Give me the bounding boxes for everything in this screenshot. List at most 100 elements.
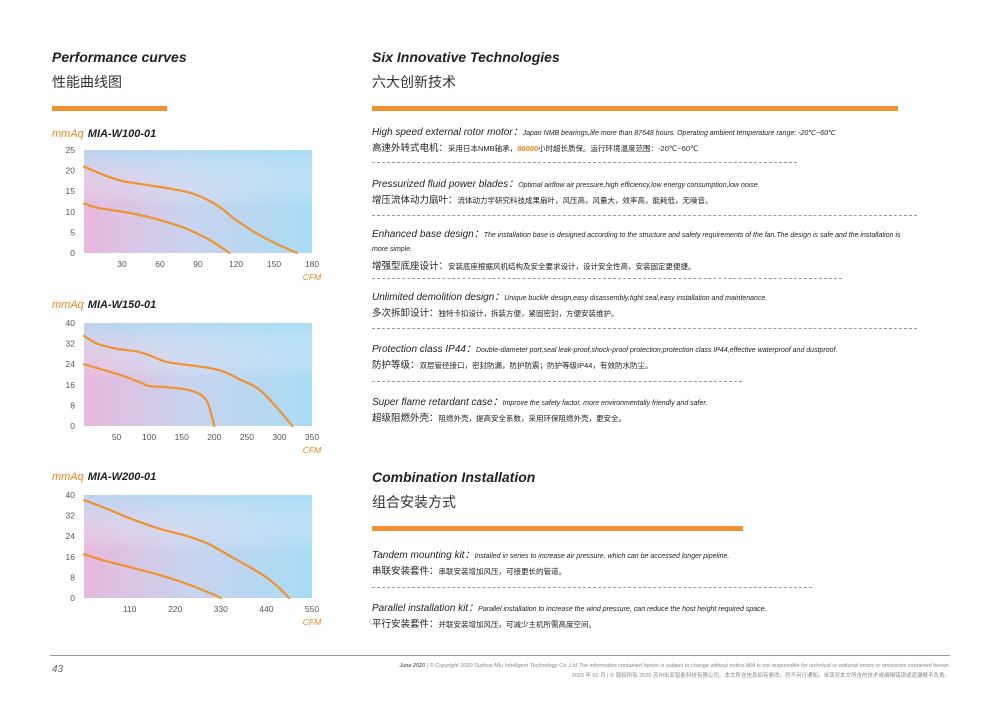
- divider: [372, 328, 917, 329]
- divider: [372, 278, 842, 279]
- tech-accent-bar: [372, 106, 898, 111]
- performance-chart-2: 0 8 16 24 32 40 50 100 150 200 250 300 350 CFM: [66, 318, 322, 455]
- x-tick-label: 30: [117, 259, 127, 269]
- tech-item-desc-cn: 双层管径接口，密封防漏，防护防震；防护等级IP44，有效防水防尘。: [419, 361, 653, 370]
- chart-ylabel-2: mmAq: [52, 299, 84, 311]
- series-line-1: [82, 334, 294, 428]
- footer-copyright-en-text: | © Copyright 2020 Suzhou Miu Intelligen…: [425, 663, 950, 669]
- tech-item-title-cn: 增强型底座设计：: [372, 261, 449, 272]
- x-tick-label: 60: [155, 259, 165, 269]
- x-tick-label: 100: [142, 432, 156, 442]
- performance-accent-bar: [52, 106, 167, 111]
- tech-item-title-cn: 多次拆卸设计：: [372, 308, 439, 319]
- chart-title-3: mmAq MIA-W200-01: [52, 471, 156, 483]
- y-tick-label: 20: [66, 166, 76, 176]
- chart-ylabel-1: mmAq: [52, 128, 84, 140]
- x-tick-label: 300: [272, 432, 286, 442]
- chart-name-2: MIA-W150-01: [87, 299, 157, 311]
- tech-item-title-en: Protection class IP44：: [372, 344, 476, 355]
- y-tick-label: 25: [66, 145, 76, 155]
- tech-item-title-cn: 增压流体动力扇叶：: [372, 195, 458, 206]
- combo-item-title-en: Parallel installation kit：: [372, 603, 479, 614]
- combo-item-desc-cn: 串联安装增加风压，可接更长的管道。: [438, 567, 567, 576]
- y-tick-label: 40: [66, 490, 76, 500]
- tech-item-desc-cn: 安装底座根据风机结构及安全要求设计，设计安全性高，安装固定更便捷。: [448, 262, 696, 271]
- x-tick-label: 200: [207, 432, 221, 442]
- y-tick-label: 8: [70, 400, 75, 410]
- tech-item-desc-en: Japan NMB bearings,life more than 87648 …: [522, 130, 836, 137]
- combo-accent-bar: [372, 526, 743, 531]
- tech-item-title-en: Unlimited demolition design：: [372, 292, 505, 303]
- y-tick-label: 10: [66, 207, 76, 217]
- tech-item-2: Pressurized fluid power blades：Optimal a…: [372, 178, 917, 207]
- tech-item-desc-cn: 流体动力学研究科技成果扇叶，风压高，风量大，效率高，能耗低，无噪音。: [457, 196, 713, 205]
- y-tick-label: 24: [66, 359, 76, 369]
- tech-item-title-en: Super flame retardant case：: [372, 397, 503, 408]
- series-line-1: [82, 499, 291, 600]
- tech-item-title-cn: 高速外转式电机：: [372, 143, 449, 154]
- plot-area-overlay: [84, 150, 312, 253]
- x-tick-label: 550: [305, 604, 319, 614]
- y-tick-label: 5: [70, 227, 75, 237]
- performance-title-cn: 性能曲线图: [52, 74, 122, 90]
- y-tick-label: 0: [70, 421, 75, 431]
- tech-item-4: Unlimited demolition design：Unique buckl…: [372, 291, 917, 320]
- tech-item-desc-cn-a: 采用日本NMB轴承，: [448, 144, 518, 153]
- footer-copyright-en: June 2020 | © Copyright 2020 Suzhou Miu …: [399, 663, 950, 669]
- combo-item-desc-cn: 并联安装增加风压，可减少主机所需高度空间。: [438, 620, 597, 629]
- performance-chart-3: 0 8 16 24 32 40 110 220 330 440 550 CFM: [66, 490, 322, 627]
- footer-copyright-cn: 2020 年 01 月 | © 版权所有 2020 苏州米亚智能科技有限公司。本…: [571, 673, 950, 679]
- combo-title-cn: 组合安装方式: [372, 494, 456, 510]
- tech-item-desc-en: The installation base is designed accord…: [372, 232, 901, 253]
- x-tick-label: 440: [259, 604, 273, 614]
- series-line-1: [82, 165, 298, 255]
- x-tick-label: 350: [305, 432, 319, 442]
- y-tick-label: 32: [66, 511, 76, 521]
- chart-name-1: MIA-W100-01: [87, 128, 157, 140]
- y-tick-label: 8: [70, 572, 75, 582]
- y-tick-label: 15: [66, 186, 76, 196]
- y-tick-label: 16: [66, 552, 76, 562]
- x-axis-label: CFM: [303, 272, 322, 282]
- performance-chart-1: 0 5 10 15 20 25 30 60 90 120 150 180 CFM: [66, 145, 322, 282]
- x-axis-label: CFM: [303, 617, 322, 627]
- divider: [372, 587, 812, 588]
- x-tick-label: 50: [112, 432, 122, 442]
- tech-item-desc-cn: 阻燃外壳，提高安全系数，采用环保阻燃外壳，更安全。: [438, 414, 627, 423]
- chart-title-2: mmAq MIA-W150-01: [52, 299, 156, 311]
- footer-divider: [50, 655, 950, 656]
- x-tick-label: 250: [240, 432, 254, 442]
- tech-title-en: Six Innovative Technologies: [372, 49, 560, 65]
- y-tick-label: 24: [66, 531, 76, 541]
- x-tick-label: 150: [267, 259, 281, 269]
- performance-title-en: Performance curves: [52, 49, 187, 65]
- tech-title-cn: 六大创新技术: [372, 74, 456, 90]
- tech-item-desc-en: Optimal airflow air pressure,high effici…: [518, 182, 760, 189]
- tech-item-desc-en: Unique buckle design,easy disassembly,ti…: [504, 295, 768, 302]
- footer-date: June 2020: [399, 663, 426, 669]
- tech-item-title-cn: 防护等级：: [372, 360, 420, 371]
- tech-item-desc-en: Double-diameter port,seal leak-proof,sho…: [475, 347, 838, 354]
- page-number: 43: [52, 664, 64, 675]
- x-tick-label: 330: [214, 604, 228, 614]
- tech-item-title-cn: 超级阻燃外壳：: [372, 413, 439, 424]
- combo-item-1: Tandem mounting kit：Installed in series …: [372, 549, 917, 578]
- divider: [372, 162, 797, 163]
- tech-item-3: Enhanced base design：The installation ba…: [372, 228, 917, 273]
- divider: [372, 381, 742, 382]
- divider: [372, 215, 917, 216]
- tech-item-title-en: Pressurized fluid power blades：: [372, 179, 519, 190]
- combo-item-2: Parallel installation kit：Parallel insta…: [372, 602, 917, 631]
- series-line-2: [82, 553, 222, 600]
- series-line-2: [82, 202, 231, 255]
- tech-item-desc-cn-highlight: 80000: [517, 144, 539, 153]
- x-tick-label: 110: [123, 604, 137, 614]
- x-tick-label: 90: [193, 259, 203, 269]
- tech-item-desc-cn-b: 小时超长质保。运行环境温度范围：-20℃~60℃: [538, 144, 699, 153]
- y-tick-label: 16: [66, 380, 76, 390]
- combo-item-title-en: Tandem mounting kit：: [372, 550, 475, 561]
- y-tick-label: 32: [66, 339, 76, 349]
- y-tick-label: 0: [70, 248, 75, 258]
- combo-item-title-cn: 串联安装套件：: [372, 566, 439, 577]
- tech-item-5: Protection class IP44：Double-diameter po…: [372, 343, 917, 372]
